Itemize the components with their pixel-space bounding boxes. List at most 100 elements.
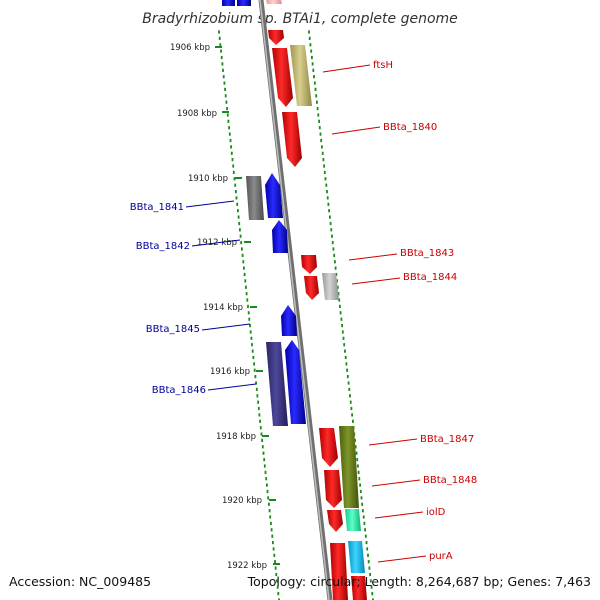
genome-summary-text: Topology: circular; Length: 8,264,687 bp…	[247, 574, 591, 589]
gene-label-purA[interactable]: purA	[429, 551, 453, 562]
tick-dot	[341, 324, 343, 328]
gene-arrow[interactable]	[290, 45, 312, 106]
tick-dot	[226, 107, 228, 111]
tick-dot	[336, 279, 338, 283]
tick-dot	[218, 36, 221, 40]
gene-label-BBta_1845[interactable]: BBta_1845	[146, 324, 200, 335]
gene-arrow[interactable]	[281, 305, 297, 336]
tick-dot	[322, 158, 325, 162]
gene-arrow[interactable]	[265, 173, 283, 218]
tick-dot	[326, 190, 328, 194]
tick-dot	[250, 336, 253, 340]
tick-dot	[370, 585, 373, 589]
tick-dot	[240, 241, 243, 245]
tick-dot	[323, 170, 326, 174]
kbp-label: 1922 kbp	[227, 561, 267, 571]
gene-label-BBta_1843[interactable]: BBta_1843	[400, 248, 454, 259]
gene-arrow[interactable]	[322, 273, 339, 300]
gene-arrow[interactable]	[246, 176, 264, 220]
tick-dot	[367, 553, 369, 557]
tick-dot	[361, 502, 364, 506]
gene-label-BBta_1840[interactable]: BBta_1840	[383, 122, 437, 133]
gene-arrow[interactable]	[285, 340, 306, 424]
tick-dot	[272, 541, 274, 545]
tick-dot	[227, 119, 230, 123]
tick-dot	[264, 470, 267, 474]
gene-arrow[interactable]	[237, 0, 251, 6]
forward-strand-genes	[266, 0, 367, 600]
diagram-title: Bradyrhizobium sp. BTAi1, complete genom…	[142, 11, 458, 27]
gene-arrow[interactable]	[266, 342, 288, 426]
tick-dot	[243, 266, 245, 270]
tick-dot	[357, 464, 359, 468]
tick-dot	[371, 592, 374, 596]
tick-dot	[249, 324, 251, 328]
gene-arrow[interactable]	[266, 0, 282, 4]
gene-arrow[interactable]	[301, 255, 317, 274]
tick-dot	[329, 215, 331, 219]
gene-label-iolD[interactable]: iolD	[426, 507, 446, 518]
gene-arrow[interactable]	[345, 509, 361, 531]
tick-dot	[358, 477, 361, 481]
gene-arrow[interactable]	[330, 543, 348, 600]
gene-label-ftsH[interactable]: ftsH	[373, 60, 393, 71]
tick-dot	[356, 458, 359, 462]
tick-dot	[220, 49, 222, 53]
tick-dot	[260, 432, 263, 436]
gene-label-BBta_1848[interactable]: BBta_1848	[423, 475, 477, 486]
gene-arrow[interactable]	[351, 576, 367, 600]
gene-arrow[interactable]	[339, 426, 359, 508]
tick-dot	[314, 87, 317, 91]
tick-dot	[253, 368, 256, 372]
tick-dot	[308, 30, 310, 34]
tick-dot	[243, 272, 246, 277]
forward-gene-labels: ftsH BBta_1840 BBta_1843 BBta_1844 BBta_…	[322, 60, 477, 563]
gene-label-BBta_1846[interactable]: BBta_1846	[152, 385, 206, 396]
tick-dot	[325, 183, 328, 187]
tick-dot	[331, 241, 334, 245]
tick-dot	[228, 126, 230, 130]
gene-arrow[interactable]	[319, 428, 338, 467]
gene-label-BBta_1844[interactable]: BBta_1844	[403, 272, 457, 283]
tick-dot	[268, 509, 271, 513]
tick-dot	[218, 30, 220, 34]
tick-dot	[229, 138, 232, 143]
gene-arrow[interactable]	[304, 276, 319, 300]
gene-label-BBta_1841[interactable]: BBta_1841	[130, 202, 184, 213]
tick-dot	[223, 81, 226, 85]
tick-dot	[270, 528, 273, 532]
tick-dot	[270, 521, 272, 525]
tick-dot	[238, 221, 241, 226]
gene-arrow[interactable]	[282, 112, 302, 167]
tick-dot	[357, 470, 360, 474]
tick-dot	[224, 87, 226, 91]
gene-label-BBta_1847[interactable]: BBta_1847	[420, 434, 474, 445]
gene-arrow[interactable]	[324, 470, 342, 508]
tick-dot	[362, 515, 365, 519]
tick-dot	[257, 400, 259, 404]
tick-dot	[369, 572, 371, 577]
tick-dot	[309, 43, 312, 47]
tick-dot	[349, 400, 352, 404]
tick-dot	[245, 285, 247, 289]
tick-dot	[253, 362, 255, 366]
tick-dot	[363, 521, 366, 525]
tick-dot	[254, 375, 257, 379]
gene-arrow[interactable]	[222, 0, 235, 6]
tick-dot	[352, 419, 354, 423]
gene-arrow[interactable]	[268, 30, 284, 45]
gene-arrow[interactable]	[272, 48, 293, 107]
gene-arrow[interactable]	[327, 510, 343, 532]
gene-label-BBta_1842[interactable]: BBta_1842	[136, 241, 190, 252]
gene-arrow[interactable]	[348, 541, 365, 573]
genome-backbone	[258, 0, 333, 600]
tick-dot	[359, 489, 362, 494]
tick-dot	[338, 298, 341, 302]
tick-dot	[252, 355, 255, 360]
tick-dot	[221, 62, 224, 66]
tick-dot	[354, 438, 356, 442]
tick-dot	[235, 196, 238, 200]
tick-dot	[263, 458, 266, 462]
gene-arrow[interactable]	[272, 220, 288, 253]
